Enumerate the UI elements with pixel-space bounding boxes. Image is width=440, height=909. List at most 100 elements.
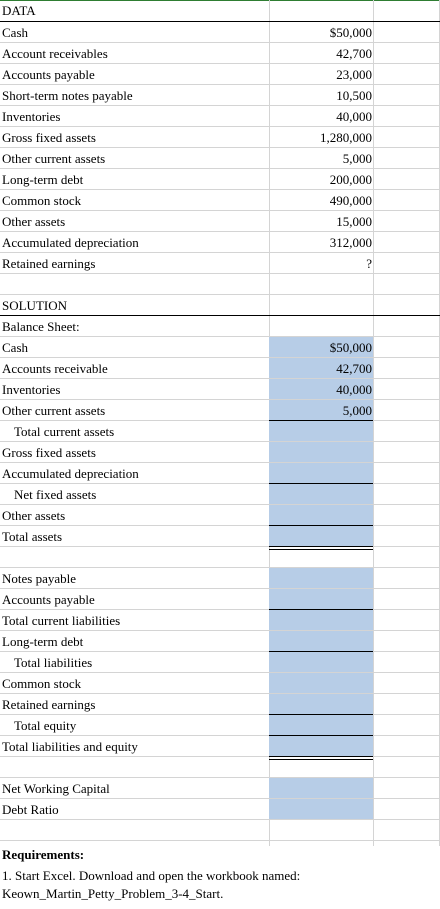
input-cell[interactable] <box>269 484 373 504</box>
asset-row[interactable]: Total current assets <box>0 421 440 442</box>
requirements-line: 1. Start Excel. Download and open the wo… <box>2 868 301 883</box>
single-underline <box>269 525 373 526</box>
sheet-top-border <box>0 0 440 1</box>
input-cell[interactable] <box>269 631 373 651</box>
liability-row[interactable]: Notes payable <box>0 568 440 589</box>
data-value: 10,500 <box>336 88 372 103</box>
asset-label: Cash <box>2 340 28 355</box>
input-cell[interactable] <box>269 652 373 672</box>
data-label: Accounts payable <box>2 67 95 82</box>
data-value: 15,000 <box>336 214 372 229</box>
input-cell[interactable] <box>269 568 373 588</box>
asset-row[interactable]: Net fixed assets <box>0 484 440 505</box>
liability-row[interactable]: Common stock <box>0 673 440 694</box>
liability-label: Total liabilities and equity <box>2 739 138 754</box>
data-label: Gross fixed assets <box>2 130 96 145</box>
liability-label: Notes payable <box>2 571 77 586</box>
data-label: Common stock <box>2 193 82 208</box>
input-cell[interactable] <box>269 799 373 819</box>
liability-label: Total current liabilities <box>2 613 121 628</box>
data-row[interactable]: Other assets 15,000 <box>0 211 440 232</box>
balance-sheet-label: Balance Sheet: <box>2 319 80 334</box>
input-cell[interactable] <box>269 589 373 609</box>
single-underline <box>269 609 373 610</box>
data-row[interactable]: Cash $50,000 <box>0 22 440 43</box>
asset-label: Gross fixed assets <box>2 445 96 460</box>
input-cell[interactable] <box>269 736 373 756</box>
liability-label: Retained earnings <box>2 697 96 712</box>
input-cell[interactable] <box>269 526 373 546</box>
input-cell[interactable] <box>269 673 373 693</box>
asset-label: Accounts receivable <box>2 361 108 376</box>
data-label: Long-term debt <box>2 172 84 187</box>
single-underline <box>269 483 373 484</box>
ratio-row[interactable]: Net Working Capital <box>0 778 440 799</box>
empty-row[interactable] <box>0 274 440 295</box>
column-divider <box>373 0 374 846</box>
liability-label: Long-term debt <box>2 634 84 649</box>
liability-row[interactable]: Total liabilities and equity <box>0 736 440 760</box>
asset-row[interactable]: Total assets <box>0 526 440 550</box>
asset-row[interactable]: Accounts receivable 42,700 <box>0 358 440 379</box>
ratio-row[interactable]: Debt Ratio <box>0 799 440 820</box>
single-underline <box>269 714 373 715</box>
empty-row[interactable] <box>0 547 440 568</box>
data-value: ? <box>366 256 372 271</box>
liability-row[interactable]: Total current liabilities <box>0 610 440 631</box>
empty-row[interactable] <box>0 757 440 778</box>
data-value: $50,000 <box>329 25 372 40</box>
input-cell[interactable] <box>269 694 373 714</box>
input-cell[interactable] <box>269 778 373 798</box>
input-cell[interactable] <box>269 421 373 441</box>
data-row[interactable]: Long-term debt 200,000 <box>0 169 440 190</box>
solution-header-row[interactable]: SOLUTION <box>0 295 440 316</box>
asset-value: 5,000 <box>342 403 372 418</box>
data-row[interactable]: Accumulated depreciation 312,000 <box>0 232 440 253</box>
asset-row[interactable]: Other current assets 5,000 <box>0 400 440 421</box>
empty-row[interactable] <box>0 820 440 841</box>
input-cell[interactable] <box>269 358 373 378</box>
data-row[interactable]: Gross fixed assets 1,280,000 <box>0 127 440 148</box>
data-row[interactable]: Inventories 40,000 <box>0 106 440 127</box>
data-label: Short-term notes payable <box>2 88 133 103</box>
input-cell[interactable] <box>269 715 373 735</box>
ratio-label: Net Working Capital <box>2 781 110 796</box>
data-label: Other assets <box>2 214 66 229</box>
input-cell[interactable] <box>269 379 373 399</box>
liability-row[interactable]: Total liabilities <box>0 652 440 673</box>
data-row[interactable]: Accounts payable 23,000 <box>0 64 440 85</box>
data-row[interactable]: Short-term notes payable 10,500 <box>0 85 440 106</box>
input-cell[interactable] <box>269 337 373 357</box>
asset-label: Inventories <box>2 382 61 397</box>
liability-row[interactable]: Long-term debt <box>0 631 440 652</box>
data-label: Inventories <box>2 109 61 124</box>
asset-row[interactable]: Gross fixed assets <box>0 442 440 463</box>
asset-label: Total current assets <box>14 424 115 439</box>
liability-row[interactable]: Retained earnings <box>0 694 440 715</box>
liability-row[interactable]: Accounts payable <box>0 589 440 610</box>
asset-row[interactable]: Accumulated depreciation <box>0 463 440 484</box>
asset-row[interactable]: Other assets <box>0 505 440 526</box>
data-header-row[interactable]: DATA <box>0 1 440 22</box>
data-row[interactable]: Account receivables 42,700 <box>0 43 440 64</box>
single-underline <box>269 735 373 736</box>
data-row[interactable]: Other current assets 5,000 <box>0 148 440 169</box>
data-value: 1,280,000 <box>320 130 372 145</box>
liability-label: Total equity <box>14 718 77 733</box>
input-cell[interactable] <box>269 505 373 525</box>
input-cell[interactable] <box>269 442 373 462</box>
single-underline <box>269 420 373 421</box>
double-underline <box>269 546 373 550</box>
asset-row[interactable]: Inventories 40,000 <box>0 379 440 400</box>
data-row[interactable]: Retained earnings? <box>0 253 440 274</box>
data-row[interactable]: Common stock 490,000 <box>0 190 440 211</box>
data-value: 42,700 <box>336 46 372 61</box>
input-cell[interactable] <box>269 610 373 630</box>
input-cell[interactable] <box>269 463 373 483</box>
solution-subheader-row[interactable]: Balance Sheet: <box>0 316 440 337</box>
asset-row[interactable]: Cash $50,000 <box>0 337 440 358</box>
liability-row[interactable]: Total equity <box>0 715 440 736</box>
data-value: 23,000 <box>336 67 372 82</box>
input-cell[interactable] <box>269 400 373 420</box>
